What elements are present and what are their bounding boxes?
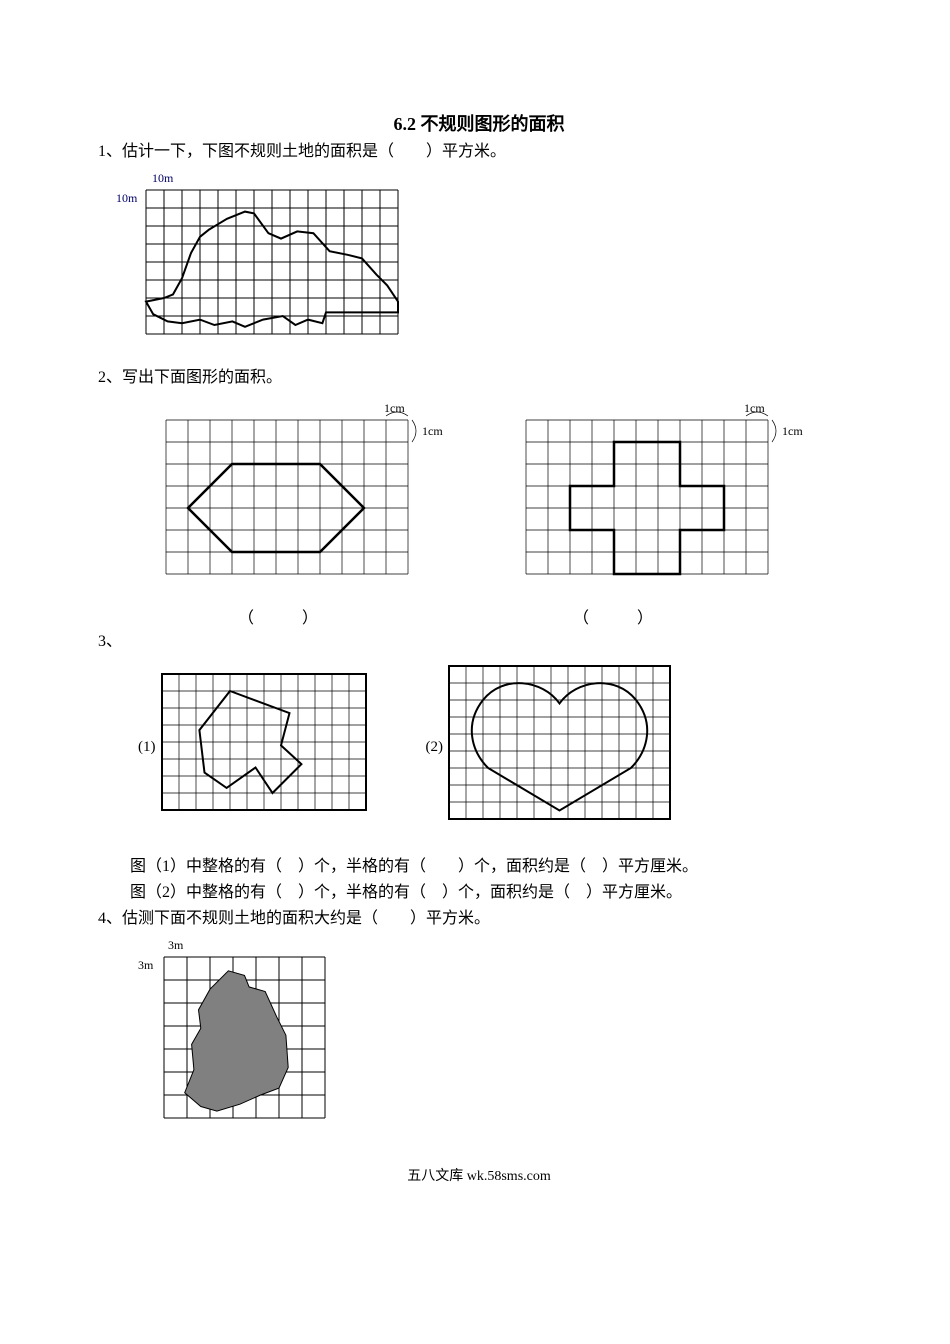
svg-text:10m: 10m <box>152 171 174 185</box>
q2-answer-b: （ ） <box>573 604 653 628</box>
q3-figures: (1) (2) <box>138 660 860 835</box>
q3-label-2: (2) <box>426 739 444 756</box>
q2-text: 2、写出下面图形的面积。 <box>98 366 860 390</box>
q4-text: 4、估测下面不规则土地的面积大约是（ ）平方米。 <box>98 907 860 931</box>
svg-text:1cm: 1cm <box>422 424 443 438</box>
q3-prefix: 3、 <box>98 630 860 654</box>
q3-line1: 图（1）中整格的有（ ）个，半格的有（ ）个，面积约是（ ）平方厘米。 <box>98 855 860 879</box>
svg-text:1cm: 1cm <box>782 424 803 438</box>
q3-line2: 图（2）中整格的有（ ）个，半格的有（ ）个，面积约是（ ）平方厘米。 <box>98 881 860 905</box>
svg-text:3m: 3m <box>168 938 184 952</box>
q2-figures: 1cm1cm 1cm1cm <box>158 396 860 596</box>
q1-figure: 10m 10m <box>116 168 860 358</box>
q4-figure: 3m 3m <box>138 935 860 1135</box>
svg-text:10m: 10m <box>116 191 138 205</box>
svg-text:3m: 3m <box>138 958 154 972</box>
q2-answer-a: （ ） <box>238 604 318 628</box>
page-title: 6.2 不规则图形的面积 <box>98 110 860 136</box>
page-footer: 五八文库 wk.58sms.com <box>98 1165 860 1185</box>
q3-label-1: (1) <box>138 739 156 756</box>
q2-answers: （ ） （ ） <box>98 604 860 628</box>
q1-text: 1、估计一下，下图不规则土地的面积是（ ）平方米。 <box>98 140 860 164</box>
